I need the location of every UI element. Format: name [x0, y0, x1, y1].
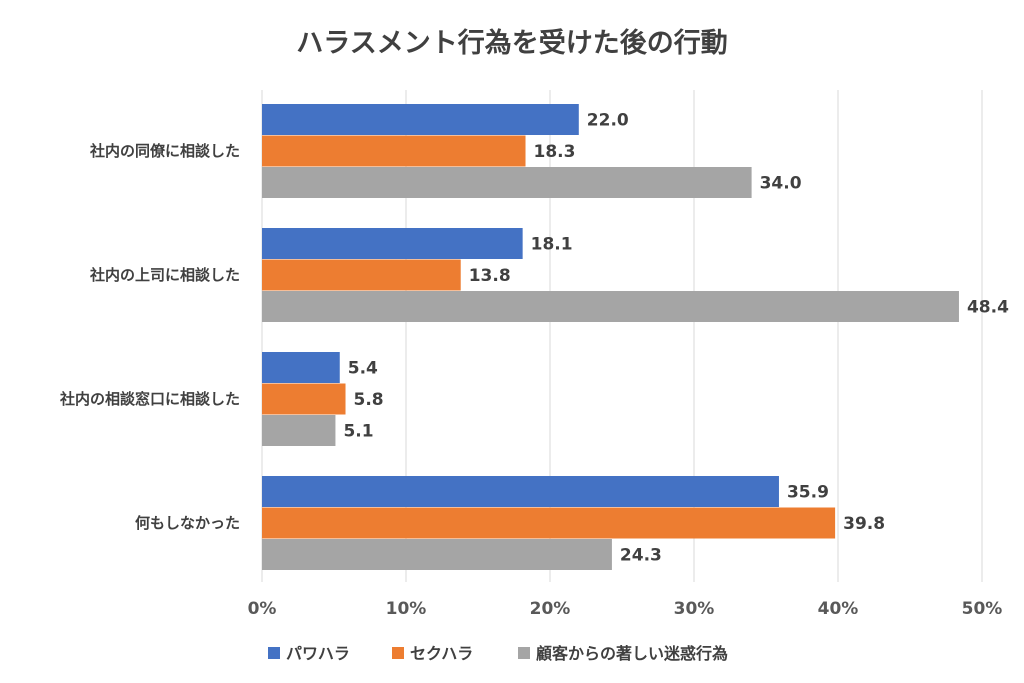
- category-label: 社内の同僚に相談した: [89, 142, 240, 160]
- data-label: 13.8: [469, 266, 511, 286]
- legend-label: セクハラ: [410, 644, 473, 663]
- x-tick-label: 30%: [674, 599, 715, 619]
- bar: [262, 104, 579, 135]
- data-label: 5.1: [343, 422, 373, 442]
- bar: [262, 167, 752, 198]
- legend-label: パワハラ: [286, 644, 350, 663]
- data-label: 48.4: [967, 298, 1009, 318]
- legend-swatch: [268, 647, 280, 659]
- category-label: 何もしなかった: [135, 514, 240, 532]
- bar: [262, 352, 340, 383]
- data-label: 34.0: [760, 174, 802, 194]
- data-label: 35.9: [787, 483, 829, 503]
- x-tick-label: 40%: [818, 599, 859, 619]
- category-label: 社内の上司に相談した: [89, 266, 240, 284]
- legend-label: 顧客からの著しい迷惑行為: [536, 644, 728, 663]
- x-tick-label: 50%: [962, 599, 1003, 619]
- bar: [262, 228, 523, 259]
- data-label: 18.1: [531, 235, 573, 255]
- x-tick-label: 20%: [530, 599, 571, 619]
- data-label: 5.8: [354, 390, 384, 410]
- x-tick-label: 0%: [248, 599, 277, 619]
- legend-swatch: [392, 647, 404, 659]
- bar: [262, 259, 461, 291]
- data-label: 18.3: [534, 142, 576, 162]
- legend-swatch: [518, 647, 530, 659]
- bar: [262, 476, 779, 507]
- bar: [262, 291, 959, 322]
- chart-title: ハラスメント行為を受けた後の行動: [296, 27, 727, 59]
- bar: [262, 383, 346, 415]
- bars: [262, 104, 959, 570]
- data-label: 24.3: [620, 546, 662, 566]
- data-label: 22.0: [587, 111, 629, 131]
- bar: [262, 415, 336, 446]
- x-axis-ticks: 0% 10% 20% 30% 40% 50%: [248, 599, 1003, 619]
- data-label: 5.4: [348, 359, 378, 379]
- legend: パワハラ セクハラ 顧客からの著しい迷惑行為: [268, 644, 728, 663]
- bar: [262, 507, 836, 539]
- data-label: 39.8: [843, 514, 885, 534]
- bar: [262, 539, 612, 570]
- x-tick-label: 10%: [386, 599, 427, 619]
- data-labels: 22.0 18.3 34.0 18.1 13.8 48.4 5.4 5.8 5.1 35.9 39.…: [343, 111, 1009, 566]
- category-label: 社内の相談窓口に相談した: [59, 390, 240, 408]
- bar: [262, 135, 526, 167]
